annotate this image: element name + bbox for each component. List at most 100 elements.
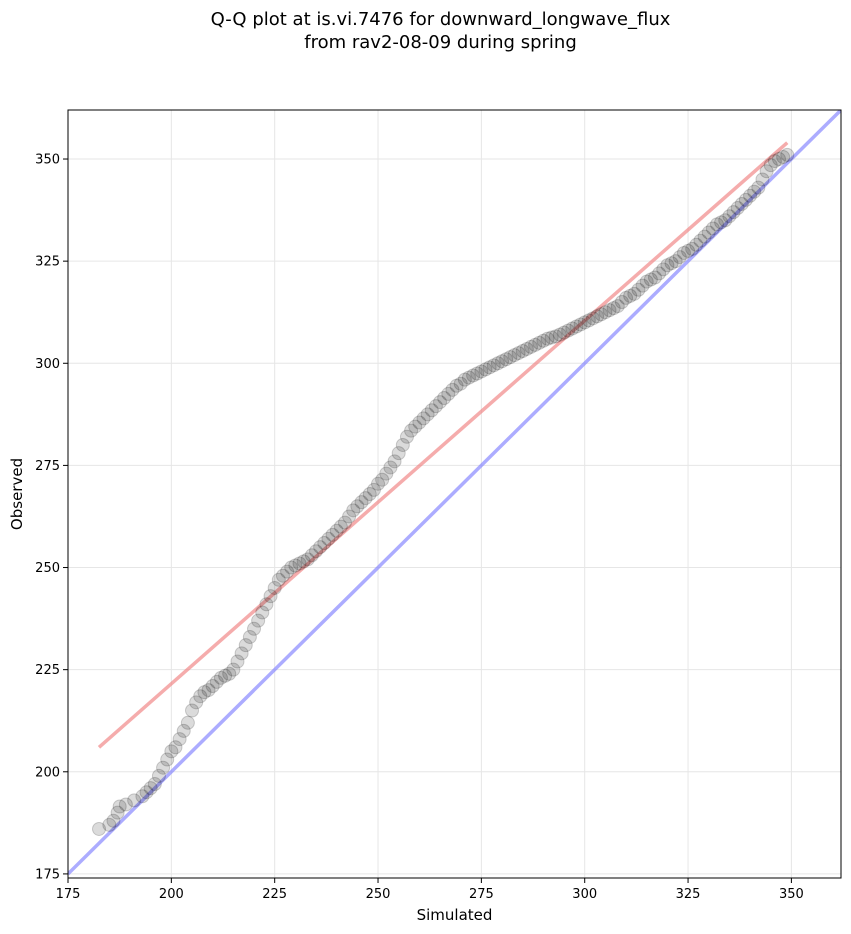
x-tick-label: 250 [366, 887, 391, 902]
data-point [329, 523, 344, 538]
data-point [151, 768, 166, 783]
data-point [619, 290, 634, 305]
data-point [234, 646, 249, 661]
data-point [631, 282, 646, 297]
data-point [776, 149, 791, 164]
data-point [205, 679, 220, 693]
one-to-one-line [68, 110, 841, 876]
data-point [656, 262, 671, 277]
data-point [552, 327, 567, 342]
data-point [668, 254, 683, 269]
data-point [325, 527, 340, 542]
data-point [189, 695, 204, 710]
data-point [523, 339, 538, 354]
data-point [304, 548, 319, 563]
data-point [457, 372, 472, 387]
data-point [606, 301, 621, 316]
y-axis-ticks: 175 200 225 250 275 300 325 350 [35, 153, 68, 882]
data-point [127, 793, 142, 808]
data-point [755, 172, 770, 187]
data-point [738, 192, 753, 207]
data-point [697, 229, 712, 244]
data-point [242, 629, 257, 644]
data-point [726, 205, 741, 220]
data-point [672, 250, 687, 265]
data-point [569, 319, 584, 334]
data-point [627, 286, 642, 301]
data-point [420, 407, 435, 422]
x-axis-label: Simulated [417, 906, 493, 924]
data-point [433, 395, 448, 410]
y-tick-label: 200 [35, 765, 60, 780]
data-point [263, 589, 278, 604]
grid-lines [67, 110, 841, 878]
data-point [209, 674, 224, 689]
data-point [676, 245, 691, 260]
data-point [160, 752, 175, 767]
data-point [259, 597, 274, 612]
data-point [490, 356, 505, 371]
data-point [218, 668, 233, 683]
data-point [693, 233, 708, 248]
data-point [230, 654, 245, 669]
data-point [222, 666, 237, 681]
data-point [614, 295, 629, 309]
data-point [730, 201, 745, 216]
data-point [771, 152, 786, 167]
data-point [247, 621, 262, 636]
data-point [317, 536, 332, 551]
data-point [375, 472, 390, 487]
data-points [92, 147, 795, 836]
y-tick-label: 350 [35, 153, 60, 168]
data-point [337, 515, 352, 530]
data-point [213, 670, 228, 685]
x-axis-ticks: 175 200 225 250 275 300 325 350 [56, 878, 804, 902]
data-point [647, 270, 662, 285]
data-point [193, 689, 208, 704]
data-point [751, 180, 766, 195]
data-point [557, 325, 572, 340]
data-point [515, 344, 530, 359]
data-point [284, 560, 299, 575]
data-point [482, 360, 497, 375]
data-point [143, 781, 158, 796]
data-point [172, 732, 187, 747]
data-point [201, 683, 216, 698]
data-point [358, 491, 373, 506]
data-point [333, 519, 348, 534]
data-point [590, 309, 605, 324]
data-point [399, 429, 414, 444]
data-point [664, 256, 679, 271]
data-point [701, 225, 716, 240]
data-point [536, 333, 551, 348]
data-point [366, 482, 381, 497]
y-tick-label: 225 [35, 663, 60, 678]
data-point [718, 213, 733, 228]
y-tick-label: 275 [35, 459, 60, 474]
x-tick-label: 275 [469, 887, 494, 902]
data-point [540, 331, 555, 346]
data-point [681, 243, 696, 258]
data-point [197, 685, 212, 700]
data-point [238, 638, 253, 653]
data-point [652, 266, 667, 281]
data-point [685, 241, 700, 256]
data-point [639, 274, 654, 289]
data-point [112, 799, 127, 814]
data-point [292, 556, 307, 571]
data-point [544, 330, 559, 345]
data-point [139, 785, 154, 800]
data-point [474, 364, 489, 379]
data-point [511, 346, 526, 361]
data-point [470, 366, 485, 381]
data-point [705, 221, 720, 236]
data-point [486, 358, 501, 373]
data-point [296, 554, 311, 569]
y-tick-label: 250 [35, 561, 60, 576]
data-point [408, 419, 423, 434]
data-point [453, 376, 468, 391]
x-tick-label: 300 [572, 887, 597, 902]
data-point [412, 415, 427, 430]
data-point [635, 278, 650, 293]
data-point [416, 411, 431, 426]
